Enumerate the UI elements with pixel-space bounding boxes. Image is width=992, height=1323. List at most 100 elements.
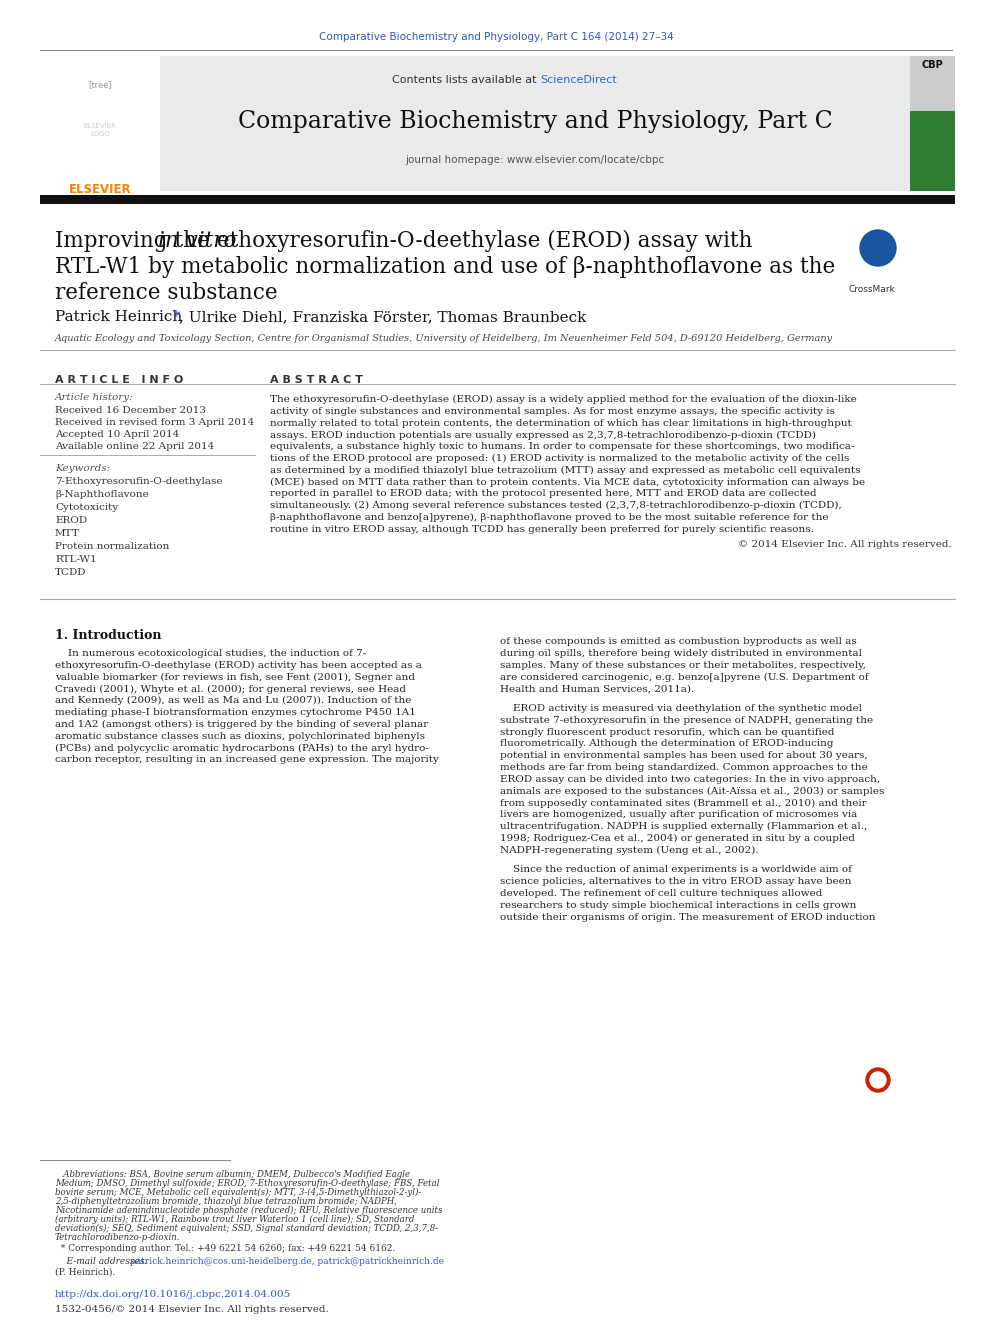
Text: * Corresponding author. Tel.: +49 6221 54 6260; fax: +49 6221 54 6162.: * Corresponding author. Tel.: +49 6221 5… (55, 1244, 395, 1253)
Text: Medium; DMSO, Dimethyl sulfoxide; EROD, 7-Ethoxyresorufin-O-deethylase; FBS, Fet: Medium; DMSO, Dimethyl sulfoxide; EROD, … (55, 1179, 439, 1188)
Text: simultaneously. (2) Among several reference substances tested (2,3,7,8-tetrachlo: simultaneously. (2) Among several refere… (270, 501, 842, 511)
Text: Cytotoxicity: Cytotoxicity (55, 503, 118, 512)
Text: from supposedly contaminated sites (Brammell et al., 2010) and their: from supposedly contaminated sites (Bram… (500, 798, 867, 807)
Text: aromatic substance classes such as dioxins, polychlorinated biphenyls: aromatic substance classes such as dioxi… (55, 732, 425, 741)
Text: Contents lists available at: Contents lists available at (392, 75, 540, 85)
Bar (910, 56, 955, 191)
Text: mediating phase-I biotransformation enzymes cytochrome P450 1A1: mediating phase-I biotransformation enzy… (55, 708, 416, 717)
Text: In numerous ecotoxicological studies, the induction of 7-: In numerous ecotoxicological studies, th… (55, 650, 366, 658)
Text: methods are far from being standardized. Common approaches to the: methods are far from being standardized.… (500, 763, 868, 773)
Circle shape (870, 1072, 886, 1088)
Text: tions of the EROD protocol are proposed: (1) EROD activity is normalized to the : tions of the EROD protocol are proposed:… (270, 454, 849, 463)
Text: reference substance: reference substance (55, 282, 278, 304)
Text: fluorometrically. Although the determination of EROD-inducing: fluorometrically. Although the determina… (500, 740, 833, 749)
Text: reported in parallel to EROD data; with the protocol presented here, MTT and ERO: reported in parallel to EROD data; with … (270, 490, 816, 499)
Bar (160, 56, 910, 191)
Text: (P. Heinrich).: (P. Heinrich). (55, 1267, 115, 1277)
Text: © 2014 Elsevier Inc. All rights reserved.: © 2014 Elsevier Inc. All rights reserved… (738, 540, 952, 549)
Text: 1. Introduction: 1. Introduction (55, 628, 162, 642)
Text: researchers to study simple biochemical interactions in cells grown: researchers to study simple biochemical … (500, 901, 856, 910)
Text: 1532-0456/© 2014 Elsevier Inc. All rights reserved.: 1532-0456/© 2014 Elsevier Inc. All right… (55, 1304, 328, 1314)
Text: patrick.heinrich@cos.uni-heidelberg.de, patrick@patrickheinrich.de: patrick.heinrich@cos.uni-heidelberg.de, … (130, 1257, 444, 1266)
Text: , Ulrike Diehl, Franziska Förster, Thomas Braunbeck: , Ulrike Diehl, Franziska Förster, Thoma… (179, 310, 586, 324)
Text: science policies, alternatives to the in vitro EROD assay have been: science policies, alternatives to the in… (500, 877, 851, 886)
Text: Abbreviations: BSA, Bovine serum albumin; DMEM, Dulbecco's Modified Eagle: Abbreviations: BSA, Bovine serum albumin… (55, 1170, 410, 1179)
Text: E-mail addresses:: E-mail addresses: (55, 1257, 151, 1266)
Text: (PCBs) and polycyclic aromatic hydrocarbons (PAHs) to the aryl hydro-: (PCBs) and polycyclic aromatic hydrocarb… (55, 744, 429, 753)
Text: Article history:: Article history: (55, 393, 134, 402)
Text: during oil spills, therefore being widely distributed in environmental: during oil spills, therefore being widel… (500, 648, 862, 658)
Text: activity of single substances and environmental samples. As for most enzyme assa: activity of single substances and enviro… (270, 406, 835, 415)
Text: Comparative Biochemistry and Physiology, Part C 164 (2014) 27–34: Comparative Biochemistry and Physiology,… (318, 32, 674, 42)
Text: (arbitrary units); RTL-W1, Rainbow trout liver Waterloo 1 (cell line); SD, Stand: (arbitrary units); RTL-W1, Rainbow trout… (55, 1215, 415, 1224)
Text: Tetrachlorodibenzo-p-dioxin.: Tetrachlorodibenzo-p-dioxin. (55, 1233, 181, 1242)
Text: 1998; Rodriguez-Cea et al., 2004) or generated in situ by a coupled: 1998; Rodriguez-Cea et al., 2004) or gen… (500, 833, 855, 843)
Text: of these compounds is emitted as combustion byproducts as well as: of these compounds is emitted as combust… (500, 636, 857, 646)
Text: Health and Human Services, 2011a).: Health and Human Services, 2011a). (500, 684, 694, 693)
Text: Available online 22 April 2014: Available online 22 April 2014 (55, 442, 214, 451)
Text: *: * (173, 310, 181, 324)
Text: 7-Ethoxyresorufin-O-deethylase: 7-Ethoxyresorufin-O-deethylase (55, 478, 222, 486)
Text: β-Naphthoflavone: β-Naphthoflavone (55, 490, 149, 499)
Text: EROD: EROD (55, 516, 87, 525)
Text: Protein normalization: Protein normalization (55, 542, 170, 550)
Text: CrossMark: CrossMark (848, 284, 895, 294)
Text: CBP: CBP (922, 60, 942, 70)
Text: as determined by a modified thiazolyl blue tetrazolium (MTT) assay and expressed: as determined by a modified thiazolyl bl… (270, 466, 860, 475)
Bar (40, 56, 160, 191)
Text: NADPH-regenerating system (Ueng et al., 2002).: NADPH-regenerating system (Ueng et al., … (500, 845, 759, 855)
Text: are considered carcinogenic, e.g. benzo[a]pyrene (U.S. Department of: are considered carcinogenic, e.g. benzo[… (500, 672, 869, 681)
Text: The ethoxyresorufin-O-deethylase (EROD) assay is a widely applied method for the: The ethoxyresorufin-O-deethylase (EROD) … (270, 396, 857, 404)
Text: β-naphthoflavone and benzo[a]pyrene), β-naphthoflavone proved to be the most sui: β-naphthoflavone and benzo[a]pyrene), β-… (270, 513, 828, 523)
Text: ELSEVIER
LOGO: ELSEVIER LOGO (83, 123, 116, 136)
Text: EROD activity is measured via deethylation of the synthetic model: EROD activity is measured via deethylati… (500, 704, 862, 713)
Text: RTL-W1: RTL-W1 (55, 556, 96, 564)
Text: ScienceDirect: ScienceDirect (540, 75, 617, 85)
Text: A R T I C L E   I N F O: A R T I C L E I N F O (55, 374, 184, 385)
Bar (40, 194, 955, 204)
Text: Accepted 10 April 2014: Accepted 10 April 2014 (55, 430, 180, 439)
Text: (MCE) based on MTT data rather than to protein contents. Via MCE data, cytotoxic: (MCE) based on MTT data rather than to p… (270, 478, 865, 487)
Text: 2,5-diphenyltetrazolium bromide, thiazolyl blue tetrazolium bromide; NADPH,: 2,5-diphenyltetrazolium bromide, thiazol… (55, 1197, 397, 1207)
Circle shape (866, 1068, 890, 1091)
Text: routine in vitro EROD assay, although TCDD has generally been preferred for pure: routine in vitro EROD assay, although TC… (270, 525, 813, 533)
Text: Nicotinamide adenindinucleotide phosphate (reduced); RFU, Relative fluorescence : Nicotinamide adenindinucleotide phosphat… (55, 1207, 442, 1215)
Text: and 1A2 (amongst others) is triggered by the binding of several planar: and 1A2 (amongst others) is triggered by… (55, 720, 429, 729)
Text: livers are homogenized, usually after purification of microsomes via: livers are homogenized, usually after pu… (500, 810, 857, 819)
Text: RTL-W1 by metabolic normalization and use of β-naphthoflavone as the: RTL-W1 by metabolic normalization and us… (55, 255, 835, 278)
Text: Since the reduction of animal experiments is a worldwide aim of: Since the reduction of animal experiment… (500, 865, 852, 875)
Text: assays. EROD induction potentials are usually expressed as 2,3,7,8-tetrachlorodi: assays. EROD induction potentials are us… (270, 430, 816, 439)
Text: Aquatic Ecology and Toxicology Section, Centre for Organismal Studies, Universit: Aquatic Ecology and Toxicology Section, … (55, 333, 833, 343)
Bar (910, 56, 955, 111)
Text: Patrick Heinrich: Patrick Heinrich (55, 310, 187, 324)
Text: developed. The refinement of cell culture techniques allowed: developed. The refinement of cell cultur… (500, 889, 822, 898)
Text: bovine serum; MCE, Metabolic cell equivalent(s); MTT, 3-(4,5-Dimethylthiazol-2-y: bovine serum; MCE, Metabolic cell equiva… (55, 1188, 422, 1197)
Text: Received 16 December 2013: Received 16 December 2013 (55, 406, 206, 415)
Text: in vitro: in vitro (158, 230, 236, 251)
Text: Improving the: Improving the (55, 230, 216, 251)
Text: Comparative Biochemistry and Physiology, Part C: Comparative Biochemistry and Physiology,… (238, 110, 832, 134)
Text: ethoxyresorufin-O-deethylase (EROD) assay with: ethoxyresorufin-O-deethylase (EROD) assa… (210, 230, 753, 253)
Text: outside their organisms of origin. The measurement of EROD induction: outside their organisms of origin. The m… (500, 913, 876, 922)
Text: normally related to total protein contents, the determination of which has clear: normally related to total protein conten… (270, 418, 852, 427)
Text: EROD assay can be divided into two categories: In the in vivo approach,: EROD assay can be divided into two categ… (500, 775, 880, 783)
Text: Cravedi (2001), Whyte et al. (2000); for general reviews, see Head: Cravedi (2001), Whyte et al. (2000); for… (55, 684, 406, 693)
Text: valuable biomarker (for reviews in fish, see Fent (2001), Segner and: valuable biomarker (for reviews in fish,… (55, 672, 415, 681)
Text: [tree]: [tree] (88, 79, 112, 89)
Text: and Kennedy (2009), as well as Ma and Lu (2007)). Induction of the: and Kennedy (2009), as well as Ma and Lu… (55, 696, 412, 705)
Text: deviation(s); SEQ, Sediment equivalent; SSD, Signal standard deviation; TCDD, 2,: deviation(s); SEQ, Sediment equivalent; … (55, 1224, 438, 1233)
Text: equivalents, a substance highly toxic to humans. In order to compensate for thes: equivalents, a substance highly toxic to… (270, 442, 854, 451)
Text: MTT: MTT (55, 529, 80, 538)
Text: Received in revised form 3 April 2014: Received in revised form 3 April 2014 (55, 418, 254, 427)
Text: substrate 7-ethoxyresorufin in the presence of NADPH, generating the: substrate 7-ethoxyresorufin in the prese… (500, 716, 873, 725)
Text: A B S T R A C T: A B S T R A C T (270, 374, 363, 385)
Text: ultracentrifugation. NADPH is supplied externally (Flammarion et al.,: ultracentrifugation. NADPH is supplied e… (500, 822, 867, 831)
Text: http://dx.doi.org/10.1016/j.cbpc.2014.04.005: http://dx.doi.org/10.1016/j.cbpc.2014.04… (55, 1290, 292, 1299)
Text: carbon receptor, resulting in an increased gene expression. The majority: carbon receptor, resulting in an increas… (55, 755, 438, 765)
Circle shape (860, 230, 896, 266)
Text: ethoxyresorufin-O-deethylase (EROD) activity has been accepted as a: ethoxyresorufin-O-deethylase (EROD) acti… (55, 660, 422, 669)
Text: ELSEVIER: ELSEVIER (68, 183, 131, 196)
Text: TCDD: TCDD (55, 568, 86, 577)
Text: Keywords:: Keywords: (55, 464, 110, 474)
Text: animals are exposed to the substances (Ait-Aïssa et al., 2003) or samples: animals are exposed to the substances (A… (500, 787, 885, 795)
